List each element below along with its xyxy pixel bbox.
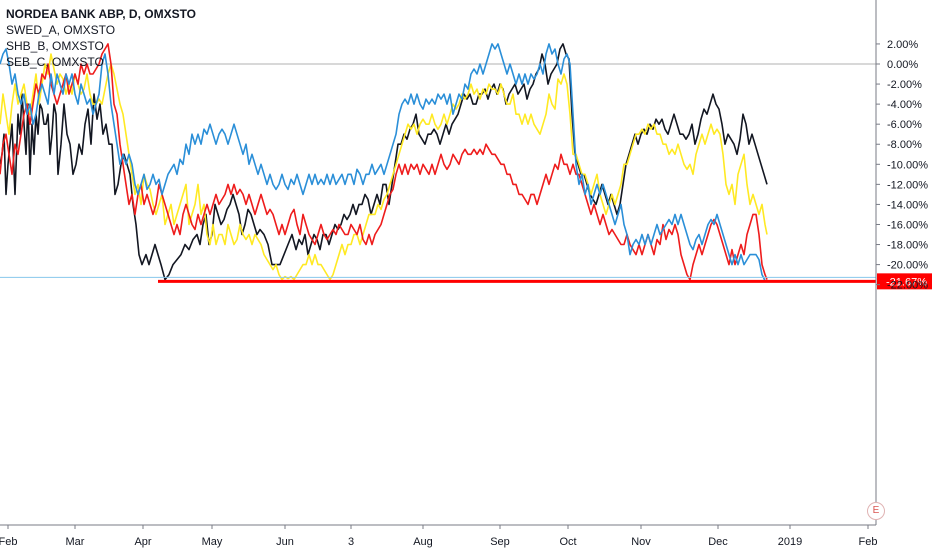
price-line-label: -21.67% [877, 273, 932, 290]
legend-item-swed-a[interactable]: SWED_A, OMXSTO [6, 23, 116, 37]
y-tick-label: 0.00% [887, 59, 918, 71]
x-tick-label: Mar [66, 536, 85, 548]
x-tick-label: Feb [0, 536, 17, 548]
y-tick-label: -6.00% [887, 119, 922, 131]
overlay: -21.67% [0, 273, 932, 290]
x-tick-label: Dec [708, 536, 728, 548]
legend-item-shb-b[interactable]: SHB_B, OMXSTO [6, 39, 104, 53]
series-lines [0, 43, 768, 283]
x-tick-label: Aug [413, 536, 433, 548]
x-tick-label: Feb [859, 536, 878, 548]
x-tick-label: Sep [490, 536, 510, 548]
chart-legend: NORDEA BANK ABP, D, OMXSTO SWED_A, OMXST… [6, 6, 196, 70]
price-label-bg [877, 273, 932, 290]
y-tick-label: -22.00% [887, 280, 928, 292]
y-tick-label: -10.00% [887, 159, 928, 171]
legend-item-seb-c[interactable]: SEB_C, OMXSTO [6, 55, 104, 69]
x-tick-label: Oct [559, 536, 576, 548]
y-tick-label: -14.00% [887, 199, 928, 211]
scale-mode-button[interactable]: E [867, 502, 885, 520]
y-tick-label: -2.00% [887, 79, 922, 91]
x-tick-label: 2019 [778, 536, 802, 548]
x-tick-label: Nov [631, 536, 651, 548]
y-tick-label: -20.00% [887, 260, 928, 272]
y-tick-label: -12.00% [887, 179, 928, 191]
series-line-shb-b[interactable] [0, 43, 768, 281]
series-line-nordea[interactable] [0, 43, 768, 281]
price-label-text: -21.67% [886, 276, 927, 288]
series-line-seb-c[interactable] [0, 43, 768, 283]
series-line-swed-a[interactable] [0, 53, 768, 281]
y-tick-label: -4.00% [887, 99, 922, 111]
x-tick-label: 3 [348, 536, 354, 548]
x-tick-label: May [202, 536, 223, 548]
x-tick-label: Jun [276, 536, 294, 548]
y-tick-label: -16.00% [887, 219, 928, 231]
y-tick-label: -8.00% [887, 139, 922, 151]
y-tick-label: -18.00% [887, 240, 928, 252]
y-tick-label: 2.00% [887, 39, 918, 51]
legend-main-symbol[interactable]: NORDEA BANK ABP, D, OMXSTO [6, 7, 197, 21]
x-tick-label: Apr [134, 536, 151, 548]
